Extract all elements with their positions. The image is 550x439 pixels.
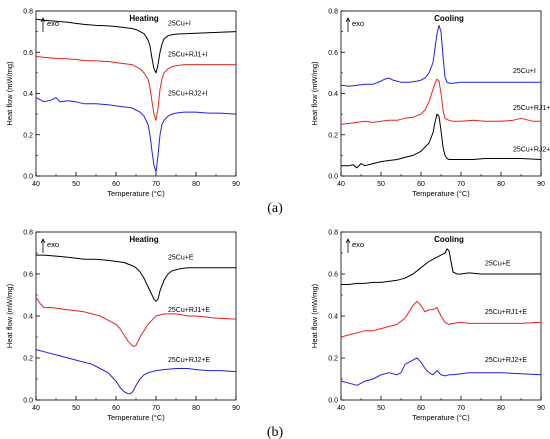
chart-2-x-tick-label: 80 <box>497 181 505 188</box>
chart-3-curve-label-3: 25Cu+RJ2+E <box>168 357 210 364</box>
chart-4-y-tick-label: 0.2 <box>328 356 338 363</box>
chart-2-exo-arrow-head <box>345 17 351 23</box>
chart-1-exo-label: exo <box>47 19 59 28</box>
chart-3-y-tick-label: 0.2 <box>23 356 33 363</box>
chart-2-series-2-line <box>340 78 541 125</box>
chart-4-y-tick-label: 0.6 <box>328 272 338 279</box>
chart-4-exo-arrow-head <box>345 238 351 244</box>
chart-4-x-tick-label: 70 <box>457 405 465 412</box>
chart-2-curve-label-1: 25Cu+I <box>513 68 536 75</box>
chart-1-series-3-line <box>35 97 237 173</box>
chart-4-x-tick-label: 40 <box>337 405 345 412</box>
chart-2-x-tick-label: 70 <box>457 181 465 188</box>
chart-2-series-1-line <box>340 24 541 87</box>
chart-2-y-tick-label: 0.6 <box>328 50 338 57</box>
chart-3-x-tick-label: 50 <box>72 405 80 412</box>
chart-4-series-3-line <box>340 357 542 386</box>
chart-3-series-2-line <box>35 296 237 347</box>
chart-1-x-axis-title: Temperature (°C) <box>107 189 165 198</box>
chart-1-curve-label-3: 25Cu+RJ2+I <box>168 91 207 98</box>
chart-1-curve-label-1: 25Cu+I <box>168 20 191 27</box>
chart-4-exo-label: exo <box>352 240 364 249</box>
chart-4-series-2-line <box>340 300 542 338</box>
chart-1-title: Heating <box>129 14 158 23</box>
chart-3-y-tick-label: 0.6 <box>23 272 33 279</box>
chart-1-series-2-line <box>35 55 236 121</box>
chart-4-x-tick-label: 60 <box>417 405 425 412</box>
chart-1-y-tick-label: 0.8 <box>23 9 33 16</box>
chart-4-curve-label-1: 25Cu+E <box>485 261 511 268</box>
chart-3-x-tick-label: 70 <box>152 405 160 412</box>
chart-1-x-tick-label: 40 <box>32 181 40 188</box>
chart-1-y-tick-label: 0.2 <box>23 132 33 139</box>
chart-3-series-3-line <box>35 349 237 395</box>
chart-4-x-tick-label: 90 <box>537 405 545 412</box>
chart-1-x-tick-label: 90 <box>232 181 240 188</box>
chart-3-exo-arrow-head <box>40 238 46 244</box>
chart-2-y-tick-label: 0.0 <box>328 174 338 181</box>
chart-1-curve-label-2: 25Cu+RJ1+I <box>168 51 207 58</box>
chart-1-x-tick-label: 60 <box>112 181 120 188</box>
chart-2-x-axis-title: Temperature (°C) <box>412 189 470 198</box>
chart-1-series-1-line <box>35 18 237 74</box>
chart-3-y-tick-label: 0.4 <box>23 314 33 321</box>
chart-2-curve-label-3: 25Cu+RJ2+I <box>513 146 550 153</box>
chart-2-x-tick-label: 50 <box>377 181 385 188</box>
chart-4-curve-label-3: 25Cu+RJ2+E <box>485 357 527 364</box>
chart-4-x-tick-label: 80 <box>497 405 505 412</box>
chart-1-y-tick-label: 0.0 <box>23 174 33 181</box>
chart-2-curve-label-2: 25Cu+RJ1+I <box>513 105 550 112</box>
chart-3-x-tick-label: 80 <box>192 405 200 412</box>
chart-4-curve-label-2: 25Cu+RJ1+E <box>485 309 527 316</box>
panel-label-a: (a) <box>267 201 283 216</box>
chart-3-x-axis-title: Temperature (°C) <box>107 413 165 422</box>
chart-3-y-axis-title: Heat flow (mW/mg) <box>5 283 14 348</box>
chart-1-y-tick-label: 0.6 <box>23 50 33 57</box>
chart-2-y-tick-label: 0.2 <box>328 132 338 139</box>
chart-1-y-tick-label: 0.4 <box>23 91 33 98</box>
chart-3-x-tick-label: 90 <box>232 405 240 412</box>
panel-label-b: (b) <box>267 425 284 439</box>
chart-4-y-axis-title: Heat flow (mW/mg) <box>310 283 319 348</box>
chart-2-x-tick-label: 40 <box>337 181 345 188</box>
chart-2-exo-label: exo <box>352 19 364 28</box>
chart-3-series-1-line <box>36 254 236 302</box>
chart-4-series-1-line <box>341 248 541 285</box>
chart-2-y-tick-label: 0.4 <box>328 91 338 98</box>
chart-4-title: Cooling <box>434 235 464 244</box>
chart-3-curve-label-1: 25Cu+E <box>168 254 194 261</box>
chart-3-y-tick-label: 0.0 <box>23 398 33 405</box>
chart-2-title: Cooling <box>434 14 464 23</box>
chart-2-y-axis-title: Heat flow (mW/mg) <box>310 61 319 126</box>
chart-3-x-tick-label: 40 <box>32 405 40 412</box>
chart-1-y-axis-title: Heat flow (mW/mg) <box>5 61 14 126</box>
chart-1-x-tick-label: 80 <box>192 181 200 188</box>
chart-4-y-tick-label: 0.8 <box>328 230 338 237</box>
chart-4-x-axis-title: Temperature (°C) <box>412 413 470 422</box>
chart-1-x-tick-label: 70 <box>152 181 160 188</box>
chart-2-x-tick-label: 60 <box>417 181 425 188</box>
chart-2-y-tick-label: 0.8 <box>328 9 338 16</box>
chart-3-title: Heating <box>129 235 158 244</box>
chart-3-curve-label-2: 25Cu+RJ1+E <box>168 307 210 314</box>
chart-1-x-tick-label: 50 <box>72 181 80 188</box>
chart-4-x-tick-label: 50 <box>377 405 385 412</box>
chart-3-x-tick-label: 60 <box>112 405 120 412</box>
chart-2-series-3-line <box>341 113 542 169</box>
chart-3-y-tick-label: 0.8 <box>23 230 33 237</box>
chart-4-y-tick-label: 0.4 <box>328 314 338 321</box>
chart-4-y-tick-label: 0.0 <box>328 398 338 405</box>
chart-2-x-tick-label: 90 <box>537 181 545 188</box>
chart-3-exo-label: exo <box>47 240 59 249</box>
